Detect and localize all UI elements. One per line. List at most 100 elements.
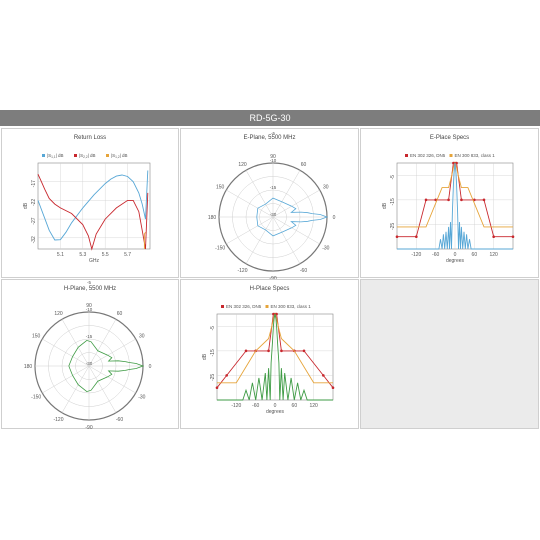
polar-spoke	[42, 338, 90, 367]
polar-spoke	[226, 189, 274, 218]
angle-label: -60	[300, 268, 307, 274]
legend-swatch	[405, 154, 408, 157]
y-tick-label: -5	[390, 175, 396, 180]
chart-title: E-Plane, 5500 MHz	[243, 135, 296, 141]
data-point	[455, 161, 458, 165]
angle-label: -120	[53, 417, 63, 423]
polar-spoke	[42, 365, 90, 394]
series-line	[397, 162, 513, 250]
data-point	[322, 374, 325, 377]
x-tick-label: 120	[309, 403, 318, 409]
data-point	[434, 198, 437, 202]
legend-swatch	[42, 154, 45, 157]
y-tick-label: -22	[31, 199, 37, 206]
h-plane-polar-chart: 0 30 60 90 120 150 180 -150 -120 -90 -60 -30 -30 -15 -…	[24, 280, 152, 430]
x-axis-label: degrees	[446, 258, 465, 264]
angle-label: 150	[216, 185, 225, 191]
radial-label: -15	[86, 334, 93, 339]
data-point	[395, 235, 399, 239]
radial-label: -5	[87, 280, 91, 285]
product-title-bar: RD-5G-30	[0, 110, 540, 126]
angle-label: -30	[138, 395, 145, 401]
data-point	[511, 235, 515, 239]
series-line	[37, 170, 149, 241]
data-point	[492, 235, 495, 239]
polar-spoke	[88, 338, 136, 367]
x-axis-label: GHz	[89, 258, 100, 264]
pattern-line	[256, 197, 329, 237]
legend-entry: EN 302 326, DN5	[410, 153, 446, 158]
data-point	[415, 235, 418, 239]
legend-entry: |S2,2| dB	[79, 153, 96, 159]
plot-frame	[37, 162, 151, 250]
radial-label: -5	[271, 131, 275, 136]
legend-entry: |S1,2| dB	[111, 153, 128, 159]
data-point	[482, 198, 486, 202]
angle-label: -60	[116, 417, 123, 423]
data-point	[280, 349, 283, 353]
polar-spoke	[226, 216, 274, 245]
angle-label: 150	[32, 334, 41, 340]
y-tick-label: -15	[210, 349, 216, 356]
x-tick-label: 5.3	[79, 252, 86, 258]
product-title: RD-5G-30	[249, 113, 291, 123]
data-point	[215, 386, 219, 390]
y-tick-label: -25	[210, 374, 216, 381]
angle-label: 120	[54, 311, 63, 317]
polar-spoke	[272, 189, 320, 218]
x-tick-label: -120	[231, 403, 241, 409]
data-point	[473, 198, 476, 202]
chart-title: Return Loss	[73, 135, 107, 141]
legend-entry: |S1,1| dB	[47, 153, 64, 159]
y-tick-label: -17	[31, 180, 37, 187]
radial-label: -15	[270, 185, 277, 190]
x-tick-label: 5.1	[57, 252, 64, 258]
empty-panel	[360, 279, 539, 429]
return-loss-panel: Return Loss 5.1 5.3 5.5 5.7 -17 -22 -27 -32 GHz d…	[1, 128, 179, 278]
angle-label: 0	[149, 364, 152, 370]
polar-spoke	[245, 216, 274, 264]
x-tick-label: -120	[411, 252, 421, 258]
legend-swatch	[74, 154, 77, 157]
polar-spoke	[61, 319, 90, 367]
y-axis-label: dB	[202, 353, 208, 360]
x-tick-label: 5.7	[124, 252, 131, 258]
data-point	[302, 349, 306, 353]
y-axis-label: dB	[23, 202, 29, 209]
data-point	[225, 374, 228, 377]
polar-spoke	[88, 319, 117, 367]
angle-label: -30	[322, 246, 329, 252]
y-axis-label: dB	[382, 202, 388, 209]
h-place-specs-chart: -120 -60 0 60 120 -5 -15 -25 degrees dB EN 302 326…	[202, 304, 335, 415]
angle-label: -90	[269, 276, 276, 279]
data-point	[460, 198, 463, 202]
chart-title: E-Place Specs	[429, 135, 470, 141]
e-place-specs-panel: E-Place Specs -120 -60 0 60 120 -5 -15 -25 degre…	[360, 128, 539, 278]
legend-swatch	[265, 305, 269, 308]
x-tick-label: 60	[292, 403, 298, 409]
x-axis-label: degrees	[266, 409, 285, 415]
data-point	[267, 349, 270, 353]
angle-label: 30	[323, 185, 329, 191]
angle-label: 60	[117, 311, 123, 317]
angle-label: -150	[31, 395, 41, 401]
polar-spoke	[61, 365, 90, 413]
angle-label: 180	[24, 364, 33, 370]
angle-label: 180	[208, 215, 217, 221]
series-line	[37, 174, 149, 251]
series-line	[143, 231, 146, 249]
e-place-specs-chart: -120 -60 0 60 120 -5 -15 -25 degrees dB EN 302 326…	[382, 153, 515, 264]
y-tick-label: -32	[31, 236, 37, 243]
polar-spoke	[272, 216, 320, 245]
angle-label: 60	[301, 162, 307, 168]
radial-label: -30	[270, 212, 277, 217]
pattern-line	[68, 339, 145, 393]
e-plane-panel: E-Plane, 5500 MHz 0 30 60 90 120 150 180 -150 -1…	[180, 128, 359, 279]
h-plane-panel: H-Plane, 5500 MHz 0 30 60 90 120 150 180 -150 -1…	[1, 279, 179, 430]
angle-label: 90	[270, 154, 276, 160]
chart-title: H-Place Specs	[249, 286, 290, 292]
data-point	[331, 386, 335, 390]
legend-entry: EN 300 833, class 1	[271, 304, 312, 309]
x-tick-label: 120	[489, 252, 498, 258]
legend-swatch	[449, 154, 453, 157]
